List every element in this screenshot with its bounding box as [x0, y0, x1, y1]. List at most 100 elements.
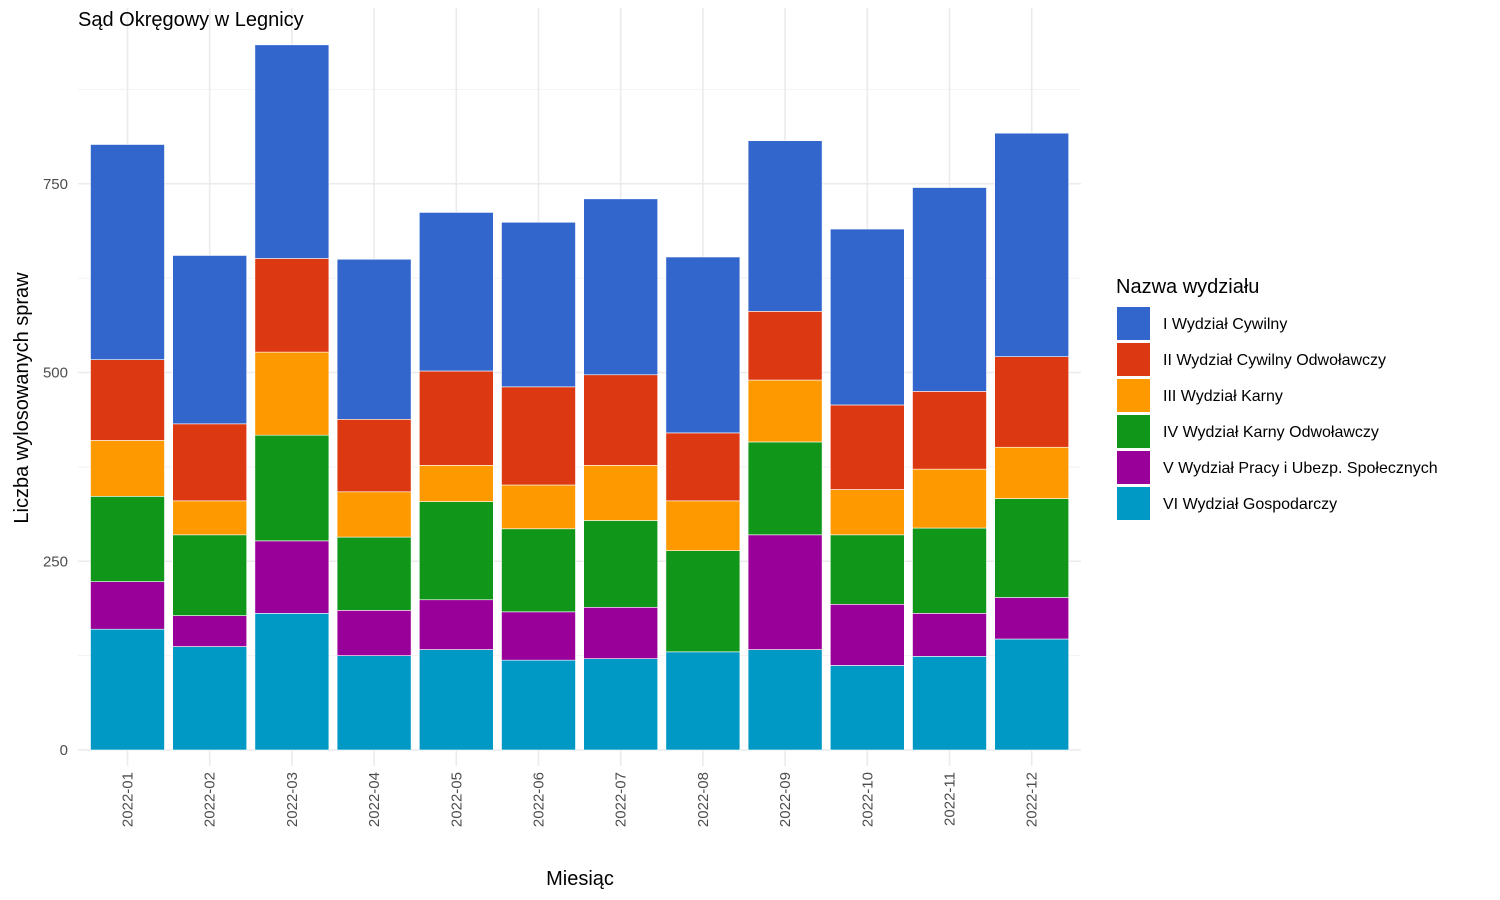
bar-segment-2022-05-s1: [418, 212, 494, 372]
bar-segment-2022-03-s6: [254, 613, 330, 751]
bar-segment-2022-06-s2: [501, 386, 576, 486]
bar-segment-2022-04-s5: [336, 610, 412, 656]
bar-segment-2022-11-s5: [912, 613, 987, 657]
y-tick-labels: 0 250 500 750: [43, 176, 68, 759]
bars: [90, 44, 1070, 751]
bar-segment-2022-05-s5: [418, 599, 494, 650]
bar-segment-2022-04-s3: [336, 491, 412, 538]
y-axis-title: Liczba wylosowanych spraw: [11, 272, 33, 524]
bar-segment-2022-02-s2: [172, 423, 247, 502]
legend-label: V Wydział Pracy i Ubezp. Społecznych: [1163, 460, 1438, 477]
bar-segment-2022-04-s2: [336, 419, 412, 493]
legend-swatch: [1117, 343, 1150, 376]
bar-segment-2022-11-s6: [912, 656, 987, 751]
bar-segment-2022-02-s5: [172, 615, 247, 647]
y-tick-label: 0: [60, 742, 68, 759]
bar-segment-2022-07-s6: [583, 658, 659, 751]
x-tick-labels: 2022-01 2022-02 2022-03 2022-04 2022-05 2022-…: [120, 772, 1041, 827]
bar-segment-2022-10-s2: [829, 404, 905, 490]
bar-segment-2022-02-s3: [172, 500, 247, 536]
bar-segment-2022-12-s1: [994, 132, 1070, 357]
x-tick-label: 2022-06: [531, 772, 548, 827]
x-tick-label: 2022-05: [448, 772, 465, 827]
legend-label: VI Wydział Gospodarczy: [1163, 496, 1337, 513]
chart-title: Sąd Okręgowy w Legnicy: [78, 9, 304, 31]
x-tick-label: 2022-11: [942, 772, 959, 826]
bar-segment-2022-07-s3: [583, 465, 659, 521]
bar-segment-2022-01-s6: [90, 628, 165, 751]
bar-segment-2022-10-s1: [829, 228, 905, 406]
bar-segment-2022-05-s2: [418, 370, 494, 466]
bar-segment-2022-07-s1: [583, 198, 659, 376]
bar-segment-2022-01-s3: [90, 440, 165, 497]
bar-segment-2022-06-s1: [501, 221, 576, 388]
bar-segment-2022-04-s6: [336, 655, 412, 751]
bar-segment-2022-03-s1: [254, 44, 330, 259]
legend-swatch: [1117, 307, 1150, 340]
bar-segment-2022-02-s6: [172, 646, 247, 751]
y-tick-label: 500: [43, 365, 68, 382]
legend: Nazwa wydziału I Wydział Cywilny II Wydzi…: [1116, 276, 1438, 520]
bar-segment-2022-12-s4: [994, 498, 1070, 598]
bar-segment-2022-04-s4: [336, 536, 412, 611]
bar-segment-2022-06-s5: [501, 611, 576, 661]
bar-segment-2022-09-s1: [747, 140, 823, 312]
x-tick-label: 2022-01: [120, 772, 137, 827]
bar-segment-2022-06-s4: [501, 528, 576, 613]
bar-segment-2022-09-s6: [747, 649, 823, 751]
bar-segment-2022-05-s3: [418, 465, 494, 502]
bar-segment-2022-08-s4: [665, 550, 741, 653]
bar-segment-2022-11-s1: [912, 187, 987, 392]
x-tick-label: 2022-09: [777, 772, 794, 827]
bar-segment-2022-10-s5: [829, 603, 905, 666]
legend-swatch: [1117, 415, 1150, 448]
legend-swatch: [1117, 379, 1150, 412]
bar-segment-2022-01-s5: [90, 581, 165, 630]
bar-segment-2022-07-s5: [583, 607, 659, 659]
bar-segment-2022-03-s4: [254, 434, 330, 542]
bar-segment-2022-05-s4: [418, 501, 494, 601]
bar-segment-2022-12-s5: [994, 597, 1070, 640]
legend-label: I Wydział Cywilny: [1163, 316, 1287, 333]
bar-segment-2022-07-s2: [583, 374, 659, 466]
bar-segment-2022-02-s4: [172, 534, 247, 616]
legend-label: IV Wydział Karny Odwoławczy: [1163, 424, 1379, 441]
bar-segment-2022-06-s3: [501, 484, 576, 530]
bar-segment-2022-04-s1: [336, 258, 412, 420]
bar-segment-2022-01-s1: [90, 144, 165, 360]
bar-segment-2022-08-s2: [665, 432, 741, 502]
bar-segment-2022-12-s2: [994, 356, 1070, 448]
bar-segment-2022-03-s2: [254, 258, 330, 353]
bar-segment-2022-03-s3: [254, 351, 330, 436]
bar-segment-2022-02-s1: [172, 255, 247, 425]
legend-label: III Wydział Karny: [1163, 388, 1283, 405]
y-tick-label: 250: [43, 553, 68, 570]
legend-swatch: [1117, 451, 1150, 484]
bar-segment-2022-09-s4: [747, 441, 823, 536]
bar-segment-2022-01-s2: [90, 359, 165, 441]
x-tick-label: 2022-07: [613, 772, 630, 827]
bar-segment-2022-11-s2: [912, 391, 987, 470]
bar-segment-2022-07-s4: [583, 520, 659, 608]
bar-segment-2022-12-s6: [994, 638, 1070, 751]
bar-segment-2022-09-s2: [747, 311, 823, 381]
bar-segment-2022-09-s3: [747, 379, 823, 443]
x-tick-label: 2022-03: [284, 772, 301, 827]
legend-label: II Wydział Cywilny Odwoławczy: [1163, 352, 1386, 369]
bar-segment-2022-03-s5: [254, 540, 330, 614]
y-tick-label: 750: [43, 176, 68, 193]
bar-segment-2022-06-s6: [501, 659, 576, 751]
bar-segment-2022-08-s3: [665, 500, 741, 551]
bar-segment-2022-01-s4: [90, 496, 165, 582]
bar-segment-2022-09-s5: [747, 534, 823, 650]
bar-segment-2022-05-s6: [418, 649, 494, 751]
bar-segment-2022-12-s3: [994, 446, 1070, 499]
bar-segment-2022-11-s3: [912, 468, 987, 529]
legend-swatch: [1117, 487, 1150, 520]
x-tick-label: 2022-02: [202, 772, 219, 827]
x-tick-label: 2022-08: [695, 772, 712, 827]
bar-segment-2022-11-s4: [912, 527, 987, 614]
bar-segment-2022-08-s1: [665, 256, 741, 434]
bar-segment-2022-08-s6: [665, 651, 741, 751]
